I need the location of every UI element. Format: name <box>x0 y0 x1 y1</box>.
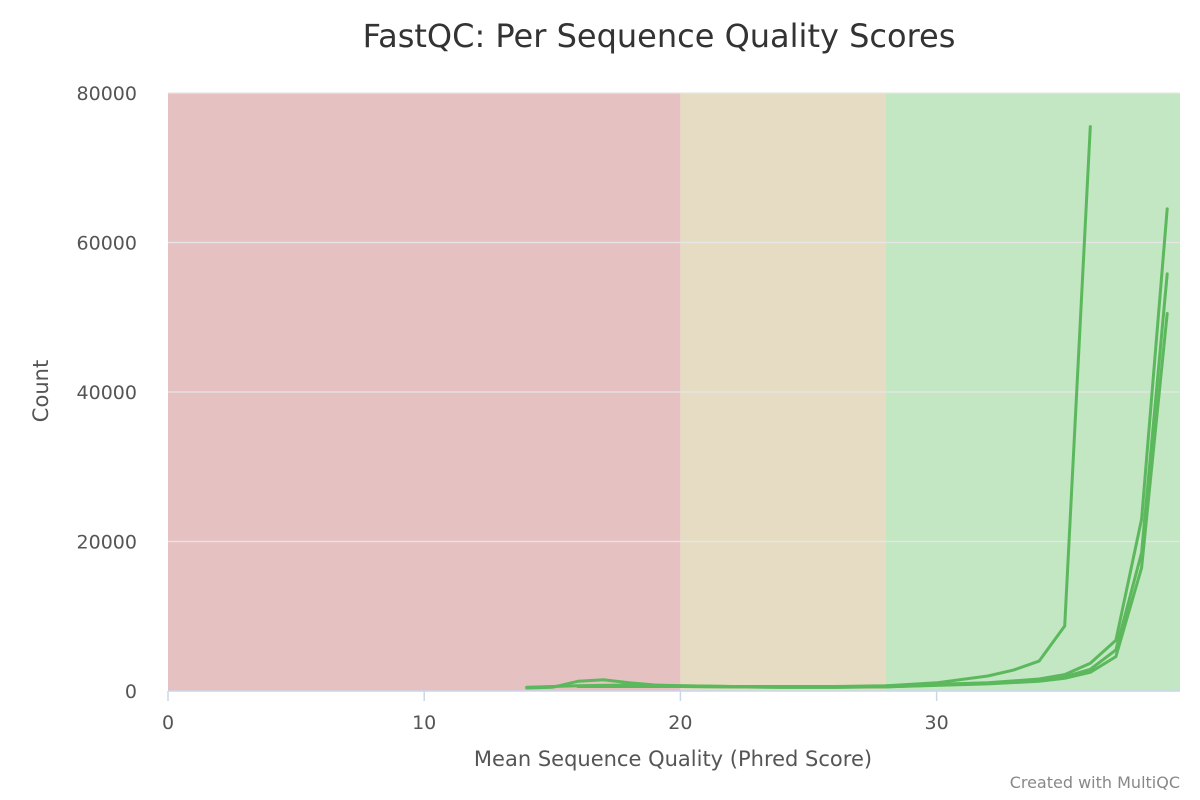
chart-title: FastQC: Per Sequence Quality Scores <box>363 17 956 55</box>
x-tick-label: 0 <box>162 712 174 734</box>
y-tick-label: 20000 <box>77 532 137 554</box>
x-axis-label: Mean Sequence Quality (Phred Score) <box>474 747 872 771</box>
y-axis-label: Count <box>29 360 53 422</box>
y-tick-label: 40000 <box>77 382 137 404</box>
x-tick-label: 10 <box>412 712 436 734</box>
grid-lines <box>168 92 1180 543</box>
y-tick-label: 0 <box>125 681 137 703</box>
series-line-3[interactable] <box>627 312 1169 689</box>
series-group[interactable] <box>525 125 1169 690</box>
y-tick-label: 80000 <box>77 83 137 105</box>
credit-text[interactable]: Created with MultiQC <box>1009 773 1180 792</box>
x-tick-label: 20 <box>668 712 692 734</box>
y-tick-label: 60000 <box>77 233 137 255</box>
axes: 0 20000 40000 60000 80000 0 10 20 30 <box>77 83 1180 734</box>
x-tick-label: 30 <box>925 712 949 734</box>
